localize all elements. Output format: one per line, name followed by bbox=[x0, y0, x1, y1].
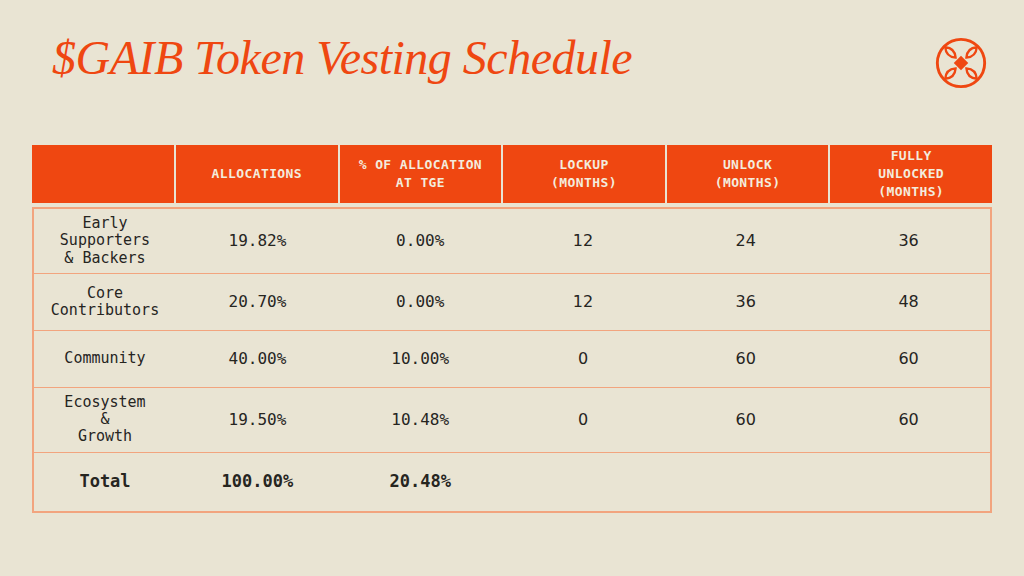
cell-allocation: 100.00% bbox=[176, 453, 339, 511]
cell-lockup: 0 bbox=[502, 331, 665, 387]
cell-unlock: 36 bbox=[664, 274, 827, 330]
cell-fully-unlocked: 48 bbox=[827, 274, 990, 330]
cell-lockup bbox=[502, 453, 665, 511]
cell-allocation: 19.50% bbox=[176, 388, 339, 452]
column-header-lockup: LOCKUP (MONTHS) bbox=[503, 145, 665, 203]
cell-tge: 10.48% bbox=[339, 388, 502, 452]
cell-allocation: 40.00% bbox=[176, 331, 339, 387]
cell-lockup: 12 bbox=[502, 209, 665, 273]
table-row-core-contributors: Core Contributors 20.70% 0.00% 12 36 48 bbox=[34, 273, 990, 330]
cell-unlock bbox=[664, 453, 827, 511]
cell-category: Core Contributors bbox=[34, 274, 176, 330]
table-row-community: Community 40.00% 10.00% 0 60 60 bbox=[34, 330, 990, 387]
column-header-allocations: ALLOCATIONS bbox=[176, 145, 338, 203]
cell-lockup: 12 bbox=[502, 274, 665, 330]
table-header-row: ALLOCATIONS % OF ALLOCATION AT TGE LOCKU… bbox=[32, 145, 992, 203]
cell-lockup: 0 bbox=[502, 388, 665, 452]
slide: $GAIB Token Vesting Schedule ALLOCATIONS… bbox=[0, 0, 1024, 576]
cell-unlock: 60 bbox=[664, 388, 827, 452]
table-row-early-supporters: Early Supporters & Backers 19.82% 0.00% … bbox=[34, 209, 990, 273]
column-header-category bbox=[32, 145, 174, 203]
cell-fully-unlocked: 60 bbox=[827, 331, 990, 387]
cell-tge: 0.00% bbox=[339, 274, 502, 330]
column-header-fully-unlocked: FULLY UNLOCKED (MONTHS) bbox=[830, 145, 992, 203]
table-row-total: Total 100.00% 20.48% bbox=[34, 452, 990, 511]
cell-tge: 10.00% bbox=[339, 331, 502, 387]
cell-category: Ecosystem & Growth bbox=[34, 388, 176, 452]
table-body: Early Supporters & Backers 19.82% 0.00% … bbox=[32, 207, 992, 513]
cell-tge: 20.48% bbox=[339, 453, 502, 511]
cell-category: Early Supporters & Backers bbox=[34, 209, 176, 273]
column-header-unlock: UNLOCK (MONTHS) bbox=[667, 145, 829, 203]
cell-fully-unlocked bbox=[827, 453, 990, 511]
cell-unlock: 60 bbox=[664, 331, 827, 387]
cell-category: Total bbox=[34, 453, 176, 511]
cell-allocation: 19.82% bbox=[176, 209, 339, 273]
table-row-ecosystem-growth: Ecosystem & Growth 19.50% 10.48% 0 60 60 bbox=[34, 387, 990, 452]
gaib-coin-logo-icon bbox=[934, 36, 988, 90]
cell-tge: 0.00% bbox=[339, 209, 502, 273]
cell-unlock: 24 bbox=[664, 209, 827, 273]
page-title: $GAIB Token Vesting Schedule bbox=[52, 30, 632, 85]
cell-allocation: 20.70% bbox=[176, 274, 339, 330]
cell-category: Community bbox=[34, 331, 176, 387]
column-header-tge: % OF ALLOCATION AT TGE bbox=[340, 145, 502, 203]
vesting-table: ALLOCATIONS % OF ALLOCATION AT TGE LOCKU… bbox=[32, 145, 992, 513]
cell-fully-unlocked: 60 bbox=[827, 388, 990, 452]
cell-fully-unlocked: 36 bbox=[827, 209, 990, 273]
